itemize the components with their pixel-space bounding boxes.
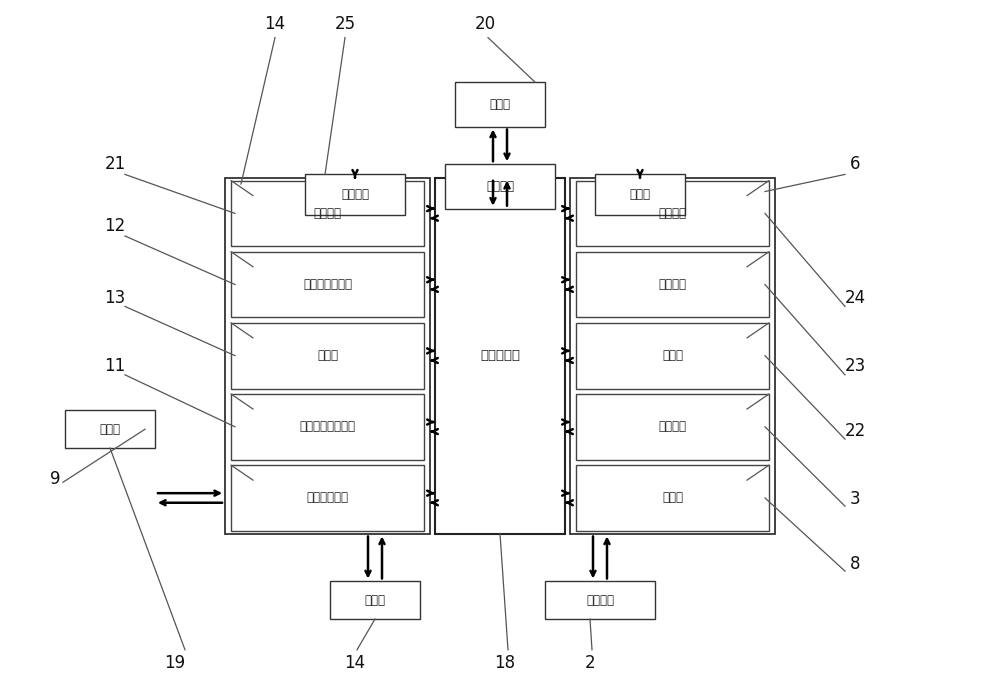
Text: 9: 9: [50, 470, 60, 488]
Bar: [445, 164, 555, 209]
Bar: [225, 178, 430, 534]
Bar: [576, 394, 769, 460]
Bar: [231, 323, 424, 389]
Bar: [576, 323, 769, 389]
Bar: [231, 394, 424, 460]
Text: 14: 14: [264, 15, 286, 33]
Text: 家庭网络: 家庭网络: [658, 278, 686, 291]
Text: 12: 12: [104, 217, 126, 235]
Text: 24: 24: [844, 289, 866, 306]
Text: 调节机构: 调节机构: [586, 594, 614, 607]
Text: 6: 6: [850, 155, 860, 173]
Text: 20: 20: [474, 15, 496, 33]
Text: 显示屏: 显示屏: [662, 349, 683, 363]
Text: 18: 18: [494, 655, 516, 672]
Bar: [576, 252, 769, 317]
Bar: [455, 82, 545, 127]
Text: 拾音器: 拾音器: [100, 423, 120, 436]
Text: 无线电通信模块: 无线电通信模块: [303, 278, 352, 291]
Text: 14: 14: [344, 655, 366, 672]
Text: 氧气罐: 氧气罐: [490, 98, 511, 111]
Text: 红外线传感器模块: 红外线传感器模块: [300, 420, 356, 434]
Text: 13: 13: [104, 289, 126, 306]
Text: 8: 8: [850, 555, 860, 573]
Text: 声音处理模块: 声音处理模块: [306, 491, 349, 505]
Text: 23: 23: [844, 357, 866, 375]
Text: 2: 2: [585, 655, 595, 672]
Text: 配药器: 配药器: [630, 188, 650, 202]
Text: 社区网络: 社区网络: [658, 207, 686, 220]
Bar: [576, 465, 769, 531]
Bar: [595, 174, 685, 215]
Text: 急救模块: 急救模块: [486, 180, 514, 193]
Text: 22: 22: [844, 422, 866, 440]
Text: 19: 19: [164, 655, 186, 672]
Text: 中央处理器: 中央处理器: [480, 349, 520, 363]
Bar: [576, 181, 769, 246]
Text: 机械胳: 机械胳: [662, 491, 683, 505]
Bar: [231, 465, 424, 531]
Text: 摄像机: 摄像机: [317, 349, 338, 363]
Text: 25: 25: [334, 15, 356, 33]
Text: 21: 21: [104, 155, 126, 173]
Text: 3: 3: [850, 490, 860, 508]
Text: 扬声器: 扬声器: [364, 594, 386, 607]
Text: 移动装置: 移动装置: [658, 420, 686, 434]
Bar: [231, 181, 424, 246]
Bar: [435, 178, 565, 534]
Bar: [231, 252, 424, 317]
Bar: [65, 410, 155, 448]
Text: 电源模块: 电源模块: [314, 207, 342, 220]
Text: 11: 11: [104, 357, 126, 375]
Bar: [545, 581, 655, 619]
Bar: [570, 178, 775, 534]
Bar: [305, 174, 405, 215]
Text: 出水按鈕: 出水按鈕: [341, 188, 369, 202]
Bar: [330, 581, 420, 619]
